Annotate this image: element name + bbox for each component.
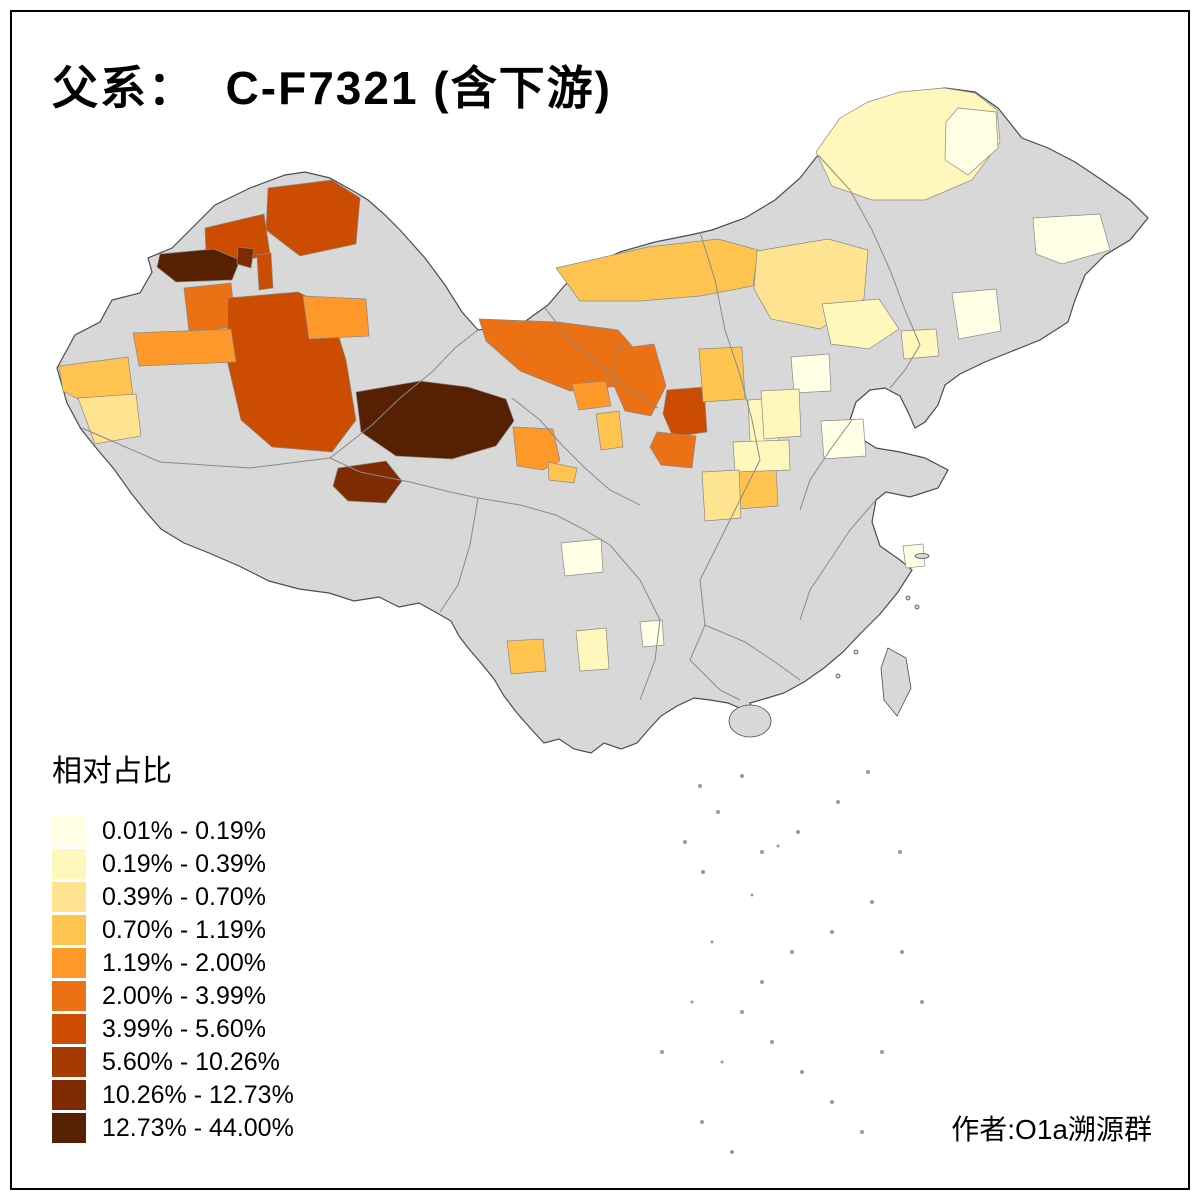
map-region — [595, 410, 624, 451]
map-region — [790, 353, 832, 394]
map-region — [639, 619, 665, 648]
map-region — [902, 543, 926, 569]
islands — [728, 553, 930, 738]
south-china-sea-islands — [660, 770, 924, 1154]
map-region — [1032, 213, 1111, 265]
map-region — [735, 467, 779, 510]
legend-label: 2.00% - 3.99% — [102, 982, 266, 1010]
legend-label: 0.70% - 1.19% — [102, 916, 266, 944]
legend-label: 0.39% - 0.70% — [102, 883, 266, 911]
legend-item: 0.70% - 1.19% — [52, 915, 294, 945]
legend-item: 10.26% - 12.73% — [52, 1080, 294, 1110]
legend: 相对占比 0.01% - 0.19% 0.19% - 0.39% 0.39% - 0… — [52, 746, 294, 1146]
map-region — [547, 461, 578, 484]
legend-label: 12.73% - 44.00% — [102, 1114, 294, 1142]
map-region — [662, 386, 708, 438]
legend-swatch — [52, 948, 86, 978]
legend-item: 12.73% - 44.00% — [52, 1113, 294, 1143]
map-region — [820, 418, 867, 460]
legend-title: 相对占比 — [52, 755, 172, 788]
legend-rows: 0.01% - 0.19% 0.19% - 0.39% 0.39% - 0.70% 0… — [52, 816, 294, 1143]
taiwan-island — [880, 647, 912, 717]
choropleth-regions — [58, 87, 1111, 675]
legend-swatch — [52, 1047, 86, 1077]
map-region — [77, 393, 142, 445]
legend-label: 0.01% - 0.19% — [102, 817, 266, 845]
map-region — [649, 431, 697, 469]
map-region — [701, 469, 742, 522]
legend-swatch — [52, 1113, 86, 1143]
legend-swatch — [52, 981, 86, 1011]
map-region — [302, 295, 370, 340]
map-region — [236, 246, 255, 269]
map-region — [610, 343, 667, 417]
legend-swatch — [52, 849, 86, 879]
map-region — [560, 538, 604, 577]
legend-label: 10.26% - 12.73% — [102, 1081, 294, 1109]
legend-item: 5.60% - 10.26% — [52, 1047, 294, 1077]
legend-label: 3.99% - 5.60% — [102, 1015, 266, 1043]
legend-swatch — [52, 1080, 86, 1110]
map-region — [951, 288, 1002, 340]
hainan-island — [728, 704, 772, 738]
legend-label: 5.60% - 10.26% — [102, 1048, 280, 1076]
legend-item: 3.99% - 5.60% — [52, 1014, 294, 1044]
legend-label: 0.19% - 0.39% — [102, 850, 266, 878]
map-region — [506, 638, 547, 675]
legend-item: 0.01% - 0.19% — [52, 816, 294, 846]
map-region — [760, 388, 802, 440]
map-region — [156, 248, 241, 283]
map-region — [575, 627, 610, 672]
legend-swatch — [52, 816, 86, 846]
legend-item: 0.39% - 0.70% — [52, 882, 294, 912]
map-region — [698, 346, 746, 403]
map-region — [256, 252, 274, 291]
legend-swatch — [52, 1014, 86, 1044]
map-region — [132, 328, 237, 367]
map-title: 父系： C-F7321 (含下游) — [52, 62, 612, 114]
legend-item: 1.19% - 2.00% — [52, 948, 294, 978]
chongming-island — [914, 553, 930, 559]
map-region — [821, 298, 900, 350]
legend-item: 0.19% - 0.39% — [52, 849, 294, 879]
map-region — [332, 460, 403, 504]
legend-item: 2.00% - 3.99% — [52, 981, 294, 1011]
legend-swatch — [52, 882, 86, 912]
map-region — [732, 439, 791, 473]
province-borders — [81, 154, 921, 701]
attribution: 作者:O1a溯源群 — [951, 1114, 1152, 1145]
legend-swatch — [52, 915, 86, 945]
legend-label: 1.19% - 2.00% — [102, 949, 266, 977]
map-region — [944, 107, 999, 176]
map-region — [355, 380, 515, 460]
map-region — [571, 380, 612, 411]
